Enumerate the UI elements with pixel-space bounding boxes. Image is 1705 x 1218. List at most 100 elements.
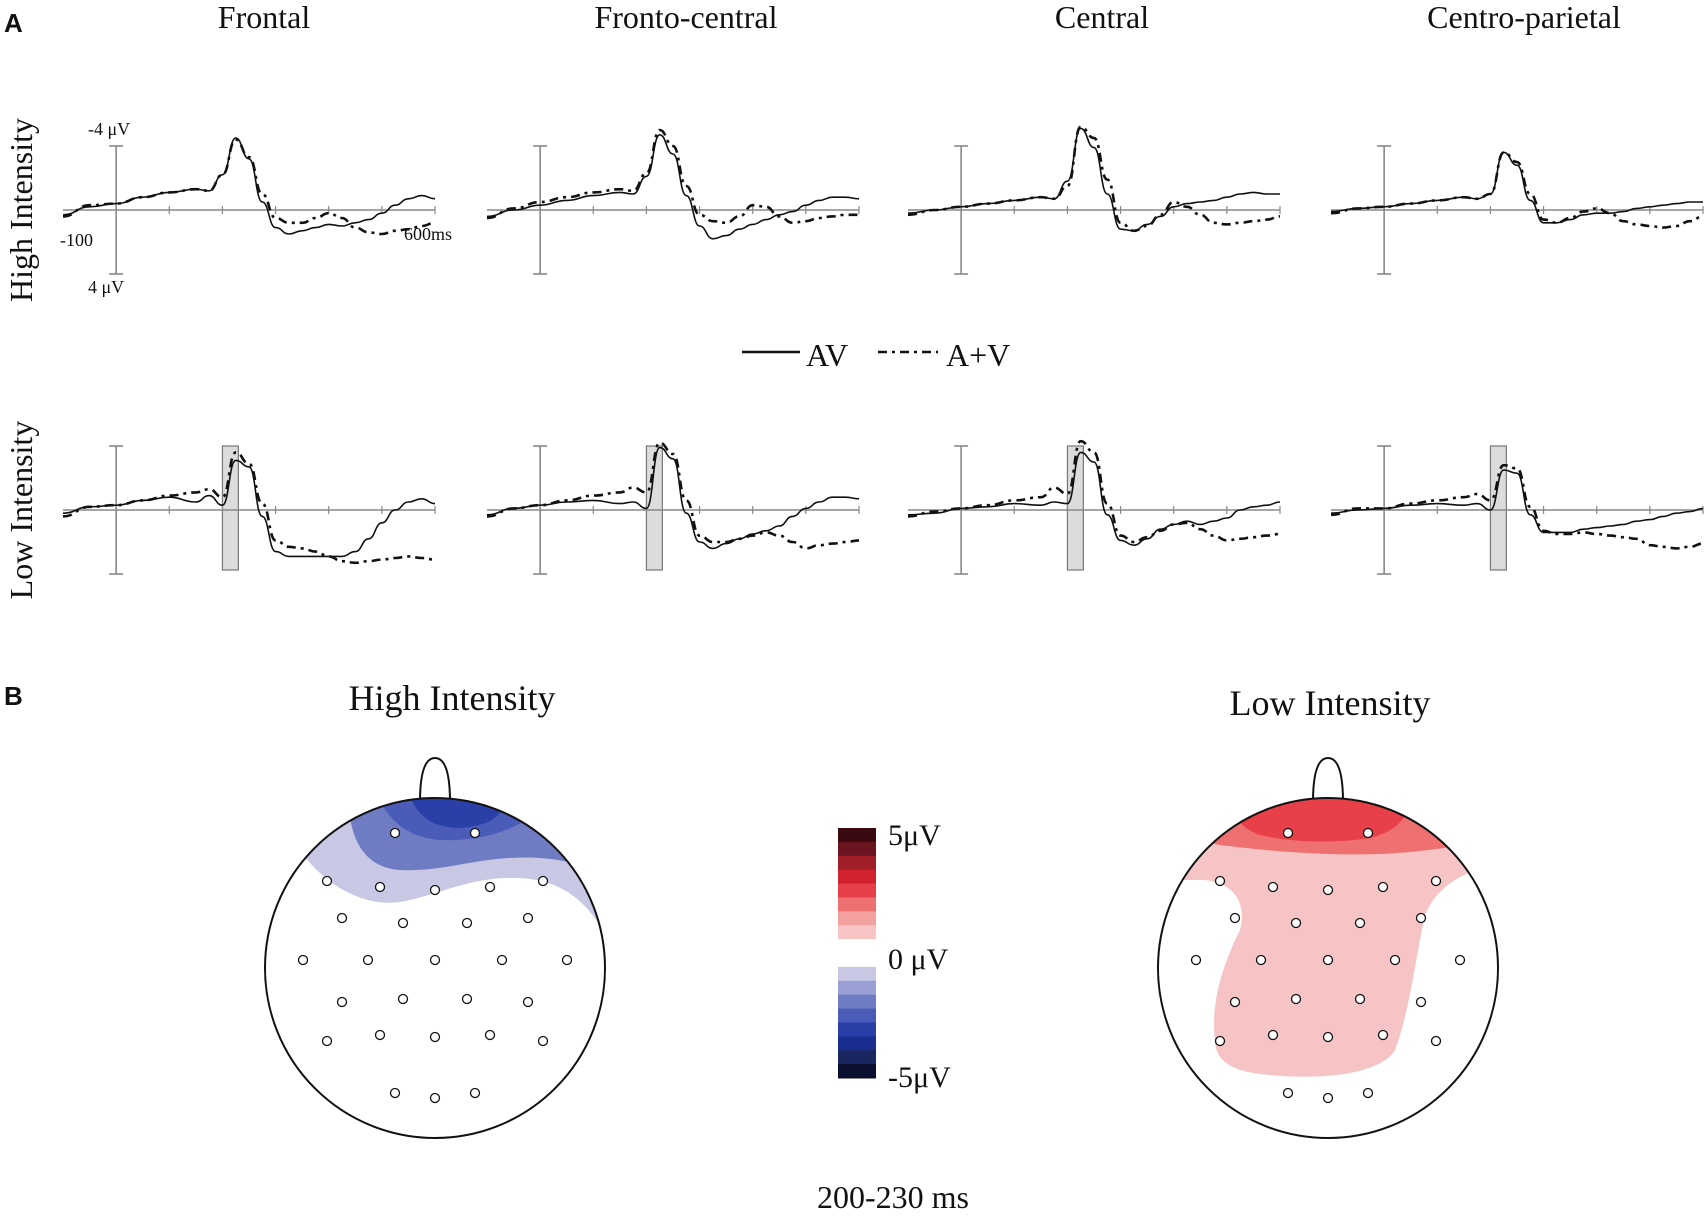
colorbar-swatch xyxy=(838,855,876,871)
series-line-a-plus-v xyxy=(1330,463,1704,550)
electrode-marker xyxy=(1290,993,1302,1005)
electrode-marker xyxy=(496,954,508,966)
series-line-a-plus-v xyxy=(907,439,1281,544)
colorbar xyxy=(838,828,876,1079)
electrode-marker xyxy=(484,1029,496,1041)
electrodes-low xyxy=(1190,827,1466,1104)
electrode-marker xyxy=(389,1087,401,1099)
series-line-a-plus-v xyxy=(907,125,1281,233)
column-title-central: Central xyxy=(1055,0,1149,35)
series-line-av xyxy=(486,133,860,240)
axis-label-start-time: -100 xyxy=(60,230,93,250)
erp-panel-central-high xyxy=(907,125,1281,275)
series-line-av xyxy=(1330,469,1704,534)
panel-label-b: B xyxy=(4,681,23,711)
erp-panel-centro-parietal-high xyxy=(1330,145,1704,275)
legend: AV A+V xyxy=(742,337,1010,373)
topomap-high-intensity xyxy=(264,756,606,1139)
electrode-marker xyxy=(561,954,573,966)
electrode-marker xyxy=(1354,993,1366,1005)
electrode-marker xyxy=(1214,1035,1226,1047)
colorbar-label-max: 5μV xyxy=(888,819,941,852)
electrode-marker xyxy=(1267,1029,1279,1041)
electrode-marker xyxy=(1190,954,1202,966)
electrode-marker xyxy=(484,881,496,893)
topo-title-high-intensity: High Intensity xyxy=(349,678,556,718)
series-line-av xyxy=(907,127,1280,232)
electrodes-high xyxy=(297,827,573,1104)
electrode-marker xyxy=(1354,917,1366,929)
colorbar-swatch xyxy=(838,953,876,968)
axis-label-top-amplitude: -4 μV xyxy=(88,119,130,139)
colorbar-swatch xyxy=(838,911,876,926)
series-line-av xyxy=(62,137,436,235)
electrode-marker xyxy=(1430,875,1442,887)
colorbar-swatch xyxy=(838,1036,876,1051)
electrode-marker xyxy=(1322,884,1334,896)
column-title-frontal: Frontal xyxy=(218,0,311,35)
electrode-marker xyxy=(297,954,309,966)
head-nose-low xyxy=(1311,756,1345,803)
colorbar-swatch xyxy=(838,841,876,857)
colorbar-swatch xyxy=(838,897,876,912)
topomap-low-intensity xyxy=(1157,756,1499,1139)
electrode-marker xyxy=(1322,1031,1334,1043)
column-title-centro-parietal: Centro-parietal xyxy=(1427,0,1621,35)
topo-contour-lo-1 xyxy=(1158,800,1498,1077)
electrode-marker xyxy=(374,881,386,893)
electrode-marker xyxy=(469,827,481,839)
electrode-marker xyxy=(397,993,409,1005)
colorbar-swatch xyxy=(838,1022,876,1037)
series-line-a-plus-v xyxy=(62,451,436,565)
electrode-marker xyxy=(374,1029,386,1041)
electrode-marker xyxy=(321,875,333,887)
colorbar-swatch xyxy=(838,925,876,940)
colorbar-label-zero: 0 μV xyxy=(888,943,949,976)
colorbar-swatch xyxy=(838,828,876,843)
erp-panel-fronto-central-low xyxy=(486,441,860,575)
electrode-marker xyxy=(336,996,348,1008)
colorbar-swatch xyxy=(838,980,876,996)
electrode-marker xyxy=(1430,1035,1442,1047)
colorbar-swatch xyxy=(838,966,876,982)
electrode-marker xyxy=(1229,996,1241,1008)
electrode-marker xyxy=(1255,954,1267,966)
electrode-marker xyxy=(1322,954,1334,966)
electrode-marker xyxy=(429,1031,441,1043)
electrode-marker xyxy=(1454,954,1466,966)
head-nose-high xyxy=(418,756,452,803)
electrode-marker xyxy=(1322,1092,1334,1104)
electrode-marker xyxy=(461,917,473,929)
electrode-marker xyxy=(1267,881,1279,893)
electrode-marker xyxy=(1415,996,1427,1008)
series-line-av xyxy=(907,451,1281,547)
series-line-a-plus-v xyxy=(1330,151,1704,229)
electrode-marker xyxy=(429,1092,441,1104)
electrode-marker xyxy=(1389,954,1401,966)
electrode-marker xyxy=(1282,827,1294,839)
erp-panels xyxy=(62,125,1704,575)
series-line-av xyxy=(62,459,436,558)
electrode-marker xyxy=(429,954,441,966)
erp-panel-fronto-central-high xyxy=(486,128,860,275)
row-title-high-intensity: High Intensity xyxy=(3,118,39,302)
erp-panel-centro-parietal-low xyxy=(1330,445,1704,575)
series-line-a-plus-v xyxy=(486,441,860,550)
panel-label-a: A xyxy=(4,8,23,38)
colorbar-swatch xyxy=(838,1050,876,1065)
electrode-marker xyxy=(537,1035,549,1047)
axis-label-bottom-amplitude: 4 μV xyxy=(88,277,124,297)
colorbar-swatch xyxy=(838,1064,876,1079)
electrode-marker xyxy=(1377,881,1389,893)
legend-label-a-plus-v: A+V xyxy=(946,337,1010,373)
erp-panel-frontal-high xyxy=(62,137,436,275)
electrode-marker xyxy=(1229,912,1241,924)
electrode-marker xyxy=(1362,827,1374,839)
electrode-marker xyxy=(397,917,409,929)
electrode-marker xyxy=(522,912,534,924)
electrode-marker xyxy=(1377,1029,1389,1041)
series-line-av xyxy=(486,446,860,550)
colorbar-swatch xyxy=(838,869,876,885)
electrode-marker xyxy=(522,996,534,1008)
